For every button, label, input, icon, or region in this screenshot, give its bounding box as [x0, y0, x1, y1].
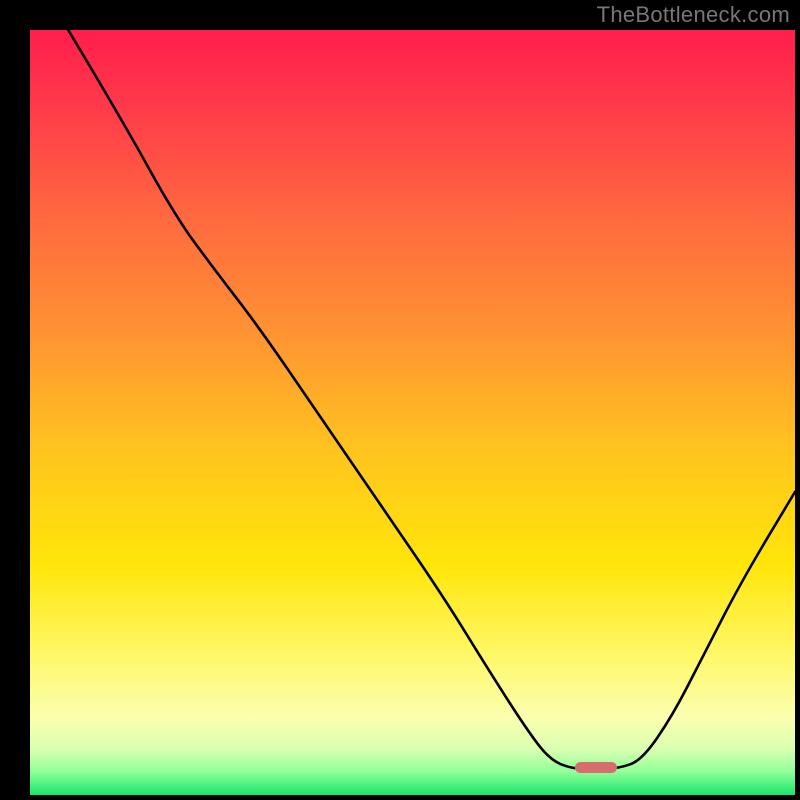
- watermark-text: TheBottleneck.com: [597, 2, 790, 28]
- bottleneck-curve: [30, 30, 795, 775]
- plot-area: [30, 30, 795, 775]
- chart-frame: TheBottleneck.com: [0, 0, 800, 800]
- optimal-marker: [575, 762, 617, 774]
